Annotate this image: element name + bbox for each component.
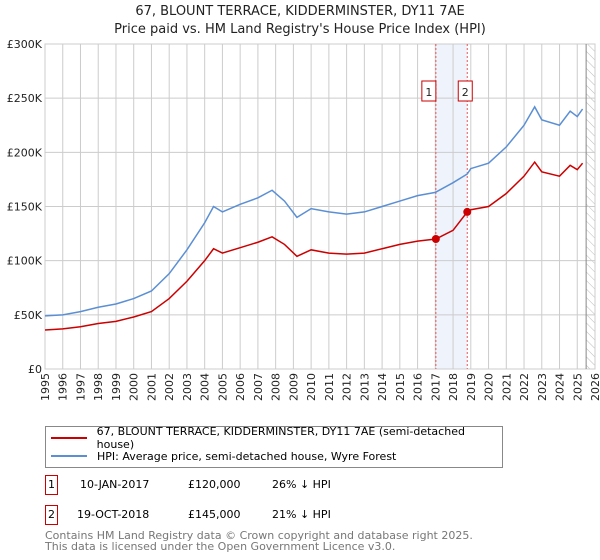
x-tick-label: 2000 bbox=[128, 373, 141, 401]
footer: Contains HM Land Registry data © Crown c… bbox=[45, 530, 473, 552]
y-tick-label: £100K bbox=[7, 255, 43, 268]
sale-hpi: 26% ↓ HPI bbox=[272, 478, 331, 491]
legend-swatch bbox=[51, 437, 87, 439]
x-tick-label: 1998 bbox=[92, 373, 105, 401]
x-tick-label: 1999 bbox=[110, 373, 123, 401]
plot-area: 1995 1996 1997 1998 1999 2000 2001 2002 2003 2004… bbox=[7, 38, 600, 401]
legend-item-hpi: HPI: Average price, semi-detached house,… bbox=[51, 448, 396, 464]
y-tick-label: £50K bbox=[14, 309, 43, 322]
x-tick-label: 2004 bbox=[199, 373, 212, 401]
x-tick-label: 2025 bbox=[571, 373, 584, 401]
x-tick-label: 2012 bbox=[341, 373, 354, 401]
x-tick-label: 2026 bbox=[589, 373, 600, 401]
legend-swatch bbox=[51, 455, 87, 457]
x-tick-label: 2009 bbox=[287, 373, 300, 401]
sale-point bbox=[431, 235, 440, 243]
y-tick-label: £0 bbox=[28, 363, 42, 376]
sale-price: £145,000 bbox=[188, 508, 241, 521]
series-line-property bbox=[44, 160, 584, 331]
x-tick-label: 2017 bbox=[429, 373, 442, 401]
sale-marker-label: 2 bbox=[462, 86, 469, 99]
legend-item-property: 67, BLOUNT TERRACE, KIDDERMINSTER, DY11 … bbox=[51, 425, 502, 451]
sale-marker-badge bbox=[457, 80, 473, 102]
x-tick-label: 2022 bbox=[518, 373, 531, 401]
x-tick-label: 2005 bbox=[216, 373, 229, 401]
sale-price: £120,000 bbox=[188, 478, 241, 491]
x-tick-label: 2011 bbox=[323, 373, 336, 401]
y-tick-label: £300K bbox=[7, 38, 43, 51]
sale-marker-label: 1 bbox=[425, 86, 432, 99]
x-tick-label: 2024 bbox=[554, 373, 567, 401]
x-tick-label: 2003 bbox=[181, 373, 194, 401]
x-tick-label: 1996 bbox=[57, 373, 70, 401]
x-tick-label: 1995 bbox=[39, 373, 52, 401]
y-tick-label: £150K bbox=[7, 201, 43, 214]
x-tick-label: 2014 bbox=[376, 373, 389, 401]
x-tick-label: 2016 bbox=[412, 373, 425, 401]
x-tick-label: 2019 bbox=[465, 373, 478, 401]
footer-line: This data is licensed under the Open Gov… bbox=[45, 540, 396, 553]
sale-date: 19-OCT-2018 bbox=[77, 508, 150, 521]
x-tick-label: 2015 bbox=[394, 373, 407, 401]
x-tick-label: 2013 bbox=[358, 373, 371, 401]
x-tick-label: 2006 bbox=[234, 373, 247, 401]
y-tick-label: £200K bbox=[7, 146, 43, 159]
x-tick-label: 1997 bbox=[74, 373, 87, 401]
x-tick-label: 2007 bbox=[252, 373, 265, 401]
chart-title: 67, BLOUNT TERRACE, KIDDERMINSTER, DY11 … bbox=[135, 4, 465, 19]
sale-badge: 2 bbox=[45, 505, 58, 525]
x-tick-label: 2023 bbox=[536, 373, 549, 401]
sale-hpi: 21% ↓ HPI bbox=[272, 508, 331, 521]
y-tick-label: £250K bbox=[7, 92, 43, 105]
x-tick-label: 2021 bbox=[500, 373, 513, 401]
sale-point bbox=[463, 207, 472, 216]
footer-line: Contains HM Land Registry data © Crown c… bbox=[45, 529, 473, 542]
x-tick-label: 2008 bbox=[270, 373, 283, 401]
legend-label: HPI: Average price, semi-detached house,… bbox=[97, 449, 397, 463]
sale-marker-badge bbox=[421, 80, 437, 102]
series-line-hpi bbox=[44, 105, 584, 317]
x-tick-label: 2001 bbox=[145, 373, 158, 401]
x-tick-label: 2018 bbox=[447, 373, 460, 401]
x-tick-label: 2020 bbox=[483, 373, 496, 401]
x-tick-label: 2010 bbox=[305, 373, 318, 401]
x-tick-label: 2002 bbox=[163, 373, 176, 401]
sale-date: 10-JAN-2017 bbox=[80, 478, 150, 491]
sale-badge: 1 bbox=[45, 475, 58, 495]
legend-label: 67, BLOUNT TERRACE, KIDDERMINSTER, DY11 … bbox=[96, 425, 465, 451]
chart-subtitle: Price paid vs. HM Land Registry's House … bbox=[114, 22, 486, 37]
legend: 67, BLOUNT TERRACE, KIDDERMINSTER, DY11 … bbox=[45, 425, 503, 468]
